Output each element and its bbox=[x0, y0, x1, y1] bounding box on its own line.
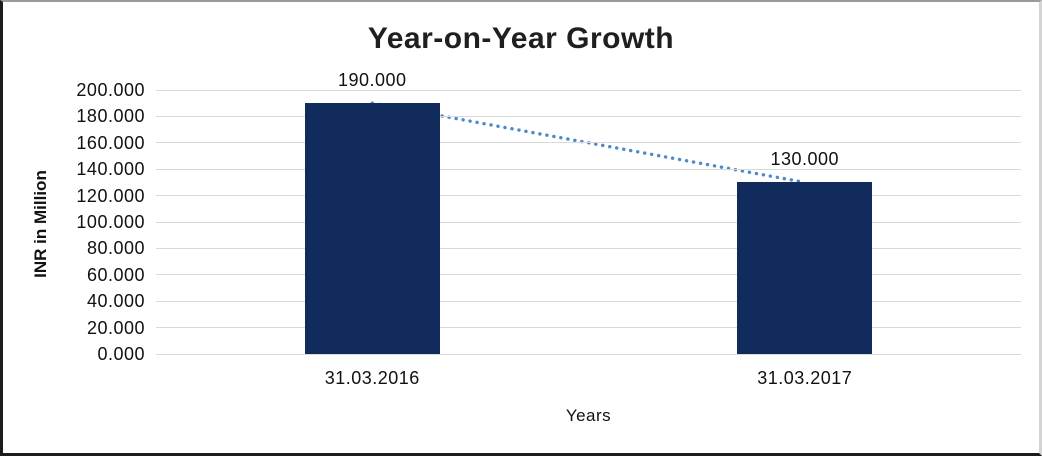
y-tick-label: 40.000 bbox=[86, 291, 145, 312]
y-tick-label: 120.000 bbox=[76, 185, 145, 206]
y-tick-label: 140.000 bbox=[76, 159, 145, 180]
gridline bbox=[156, 300, 1021, 302]
gridline bbox=[156, 89, 1021, 91]
y-tick-label: 200.000 bbox=[76, 80, 145, 100]
y-tick-label: 20.000 bbox=[86, 317, 145, 338]
gridline bbox=[156, 115, 1021, 117]
gridline bbox=[156, 221, 1021, 223]
gridline bbox=[156, 274, 1021, 276]
bar-value-label: 130.000 bbox=[770, 149, 840, 170]
x-category-label: 31.03.2016 bbox=[324, 368, 420, 388]
gridline bbox=[156, 247, 1021, 249]
gridline bbox=[156, 195, 1021, 197]
y-tick-label: 160.000 bbox=[76, 132, 145, 153]
gridline bbox=[156, 142, 1021, 144]
y-tick-label: 100.000 bbox=[76, 212, 145, 232]
y-tick-label: 180.000 bbox=[76, 106, 145, 127]
y-tick-label: 0.000 bbox=[97, 344, 145, 364]
gridline bbox=[156, 353, 1021, 355]
x-category-label: 31.03.2017 bbox=[757, 368, 853, 388]
gridline bbox=[156, 168, 1021, 170]
gridline bbox=[156, 327, 1021, 329]
x-axis-title: Years bbox=[565, 406, 612, 425]
bar bbox=[304, 103, 440, 354]
chart-title: Year-on-Year Growth bbox=[367, 22, 675, 55]
y-tick-label: 60.000 bbox=[86, 264, 145, 285]
bar bbox=[737, 182, 873, 354]
bar-value-label: 190.000 bbox=[337, 70, 407, 91]
y-tick-label: 80.000 bbox=[86, 238, 145, 259]
